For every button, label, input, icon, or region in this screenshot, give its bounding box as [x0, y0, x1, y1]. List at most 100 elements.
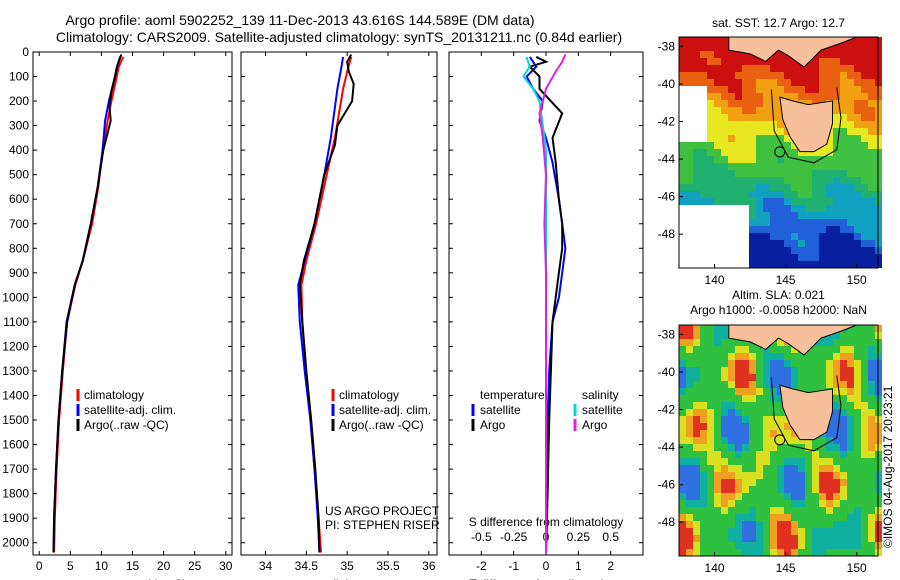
map-cell	[707, 107, 714, 114]
map-cell	[833, 437, 840, 444]
map-cell	[714, 402, 721, 409]
map-cell	[798, 353, 805, 360]
map-cell	[756, 100, 763, 107]
map-cell	[756, 528, 763, 535]
map-cell	[861, 430, 868, 437]
x-tick-label: 34	[259, 559, 273, 573]
map-cell	[721, 177, 728, 184]
map-cell	[742, 444, 749, 451]
shelf-contour	[770, 87, 842, 164]
map-cell	[826, 86, 833, 93]
map-cell	[686, 388, 693, 395]
map-cell	[798, 198, 805, 205]
map-cell	[826, 163, 833, 170]
map-cell	[833, 142, 840, 149]
map-cell	[721, 191, 728, 198]
map-cell	[861, 86, 868, 93]
map-cell	[826, 177, 833, 184]
map-cell	[791, 226, 798, 233]
map-cell	[777, 549, 784, 556]
map-cell	[735, 374, 742, 381]
map-cell	[763, 219, 770, 226]
map-cell	[728, 51, 735, 58]
map-cell	[763, 472, 770, 479]
map-cell	[742, 65, 749, 72]
map-cell	[756, 149, 763, 156]
map-cell	[735, 346, 742, 353]
map-cell	[763, 514, 770, 521]
map-cell	[833, 212, 840, 219]
map-cell	[756, 360, 763, 367]
map-cell	[777, 65, 784, 72]
map-cell	[756, 226, 763, 233]
map-cell	[784, 212, 791, 219]
map-cell	[854, 325, 861, 332]
map-cell	[686, 184, 693, 191]
map-cell	[854, 507, 861, 514]
map-cell	[805, 360, 812, 367]
map-cell	[742, 521, 749, 528]
map-cell	[735, 388, 742, 395]
map-cell	[700, 374, 707, 381]
map-cell	[805, 212, 812, 219]
depth-tick-label: 600	[9, 192, 29, 206]
map-cell	[861, 493, 868, 500]
legend-label: climatology	[84, 388, 144, 402]
map-cell	[770, 353, 777, 360]
map-cell	[847, 486, 854, 493]
map-cell	[756, 444, 763, 451]
map-cell	[840, 360, 847, 367]
map-cell	[826, 535, 833, 542]
map-cell	[763, 114, 770, 121]
x-tick-label: 1	[575, 559, 582, 573]
lat-tick-label: -40	[658, 365, 676, 379]
map-cell	[798, 486, 805, 493]
map-cell	[798, 93, 805, 100]
map-cell	[805, 493, 812, 500]
map-cell	[854, 212, 861, 219]
lat-tick-label: -48	[658, 515, 676, 529]
map-cell	[728, 121, 735, 128]
map-cell	[868, 261, 875, 268]
map-cell	[735, 51, 742, 58]
map-cell	[777, 360, 784, 367]
map-cell	[805, 381, 812, 388]
map-cell	[735, 535, 742, 542]
map-cell	[763, 549, 770, 556]
map-cell	[847, 353, 854, 360]
legend-label: Argo	[480, 418, 506, 432]
map-cell	[847, 79, 854, 86]
map-cell	[707, 465, 714, 472]
map-cell	[777, 423, 784, 430]
map-cell	[840, 402, 847, 409]
map-cell	[805, 100, 812, 107]
map-cell	[735, 86, 742, 93]
map-cell	[763, 388, 770, 395]
lat-tick-label: -38	[658, 327, 676, 341]
map-cell	[742, 114, 749, 121]
map-cell	[749, 79, 756, 86]
map-cell	[714, 332, 721, 339]
map-cell	[707, 381, 714, 388]
map-cell	[833, 500, 840, 507]
map-cell	[700, 521, 707, 528]
map-cell	[812, 444, 819, 451]
map-cell	[805, 549, 812, 556]
map-cell	[847, 219, 854, 226]
map-cell	[714, 444, 721, 451]
map-cell	[742, 353, 749, 360]
map-cell	[728, 493, 735, 500]
map-cell	[721, 184, 728, 191]
map-cell	[749, 486, 756, 493]
map-cell	[777, 500, 784, 507]
map-cell	[693, 170, 700, 177]
x-axis-label: temperature (deg C)	[78, 577, 186, 580]
map-cell	[742, 388, 749, 395]
map-cell	[735, 72, 742, 79]
map-cell	[707, 353, 714, 360]
map-cell	[679, 479, 686, 486]
map-cell	[847, 416, 854, 423]
map-cell	[714, 170, 721, 177]
map-cell	[840, 500, 847, 507]
map-cell	[714, 142, 721, 149]
